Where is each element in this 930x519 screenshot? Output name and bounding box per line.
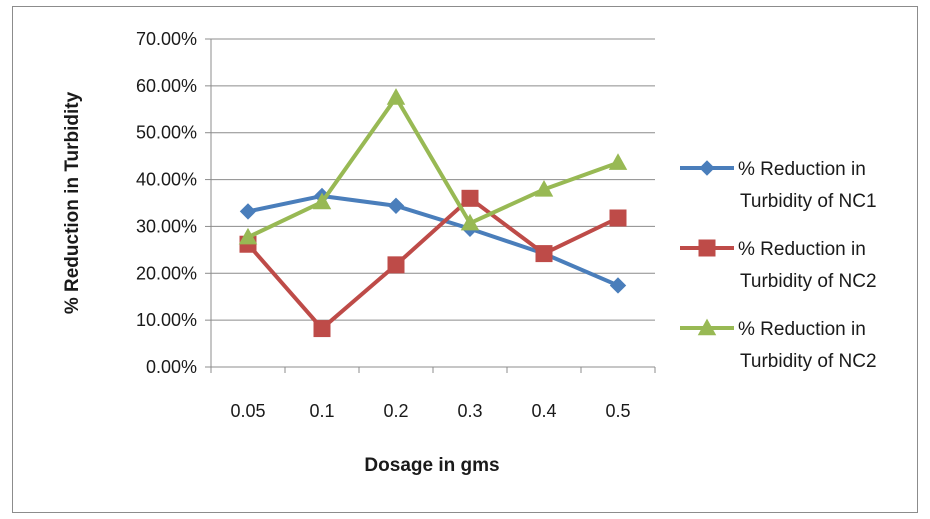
legend-label: Turbidity of NC1 [740,191,877,212]
series-group [238,88,628,338]
data-point-square [387,256,405,274]
data-point-triangle [534,179,554,197]
data-point-square [313,320,331,338]
data-point-square [609,209,627,227]
gridlines [211,38,655,321]
legend-label: % Reduction in [738,239,866,260]
data-point-square [461,189,479,207]
data-point-triangle [460,213,480,231]
x-tick-labels: 0.05 0.1 0.2 0.3 0.4 0.5 [230,401,630,421]
legend-item: % Reduction in Turbidity of NC2 [680,239,877,292]
x-tick-label: 0.5 [605,401,630,421]
series-line [247,95,619,240]
data-point-triangle [386,88,406,105]
series-line [246,196,619,331]
y-tick-label: 20.00% [136,263,197,283]
data-point-diamond [609,277,627,294]
data-point-triangle [238,227,258,245]
series-3 [238,88,628,245]
x-tick-label: 0.05 [230,401,265,421]
legend-label: Turbidity of NC2 [740,271,877,292]
data-point-triangle [608,153,628,170]
data-point-triangle [697,318,717,336]
data-point-diamond [387,197,405,215]
data-point-triangle [312,192,332,210]
legend-item: % Reduction in Turbidity of NC2 [680,318,877,372]
legend-label: Turbidity of NC2 [740,351,877,372]
y-tick-label: 40.00% [136,170,197,190]
data-point-diamond [239,203,257,220]
y-tick-label: 10.00% [136,310,197,330]
x-tick-label: 0.2 [383,401,408,421]
x-tick-label: 0.3 [457,401,482,421]
y-tick-label: 60.00% [136,76,197,96]
y-tick-label: 50.00% [136,123,197,143]
y-tick-labels: 0.00% 10.00% 20.00% 30.00% 40.00% 50.00% 60.00… [136,29,197,377]
data-point-square [698,239,716,257]
data-point-diamond [699,160,715,176]
x-tick-label: 0.4 [531,401,556,421]
y-axis-title: % Reduction in Turbidity [62,91,83,314]
x-axis-title: Dosage in gms [364,455,499,476]
axes [205,38,656,373]
legend-label: % Reduction in [738,319,866,340]
chart-frame [12,6,918,513]
x-tick-label: 0.1 [309,401,334,421]
y-tick-label: 70.00% [136,29,197,49]
y-tick-label: 0.00% [146,357,197,377]
series-line [247,193,619,288]
data-point-square [535,245,553,263]
legend-item: % Reduction in Turbidity of NC1 [680,159,877,212]
legend-label: % Reduction in [738,159,866,180]
y-tick-label: 30.00% [136,216,197,236]
